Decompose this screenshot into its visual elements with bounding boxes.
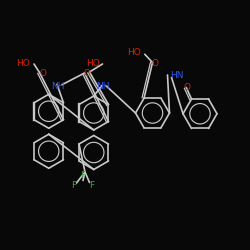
Text: O: O <box>184 84 191 92</box>
Text: F: F <box>80 170 86 179</box>
Text: HN: HN <box>170 72 183 80</box>
Text: NH: NH <box>96 82 110 91</box>
Text: HO: HO <box>86 58 100 68</box>
Text: HO: HO <box>128 48 141 57</box>
Text: F: F <box>90 181 94 190</box>
Text: O: O <box>84 69 90 78</box>
Text: F: F <box>71 181 76 190</box>
Text: NH: NH <box>51 82 65 91</box>
Text: O: O <box>152 58 158 68</box>
Text: O: O <box>39 69 46 78</box>
Text: HO: HO <box>16 58 30 68</box>
